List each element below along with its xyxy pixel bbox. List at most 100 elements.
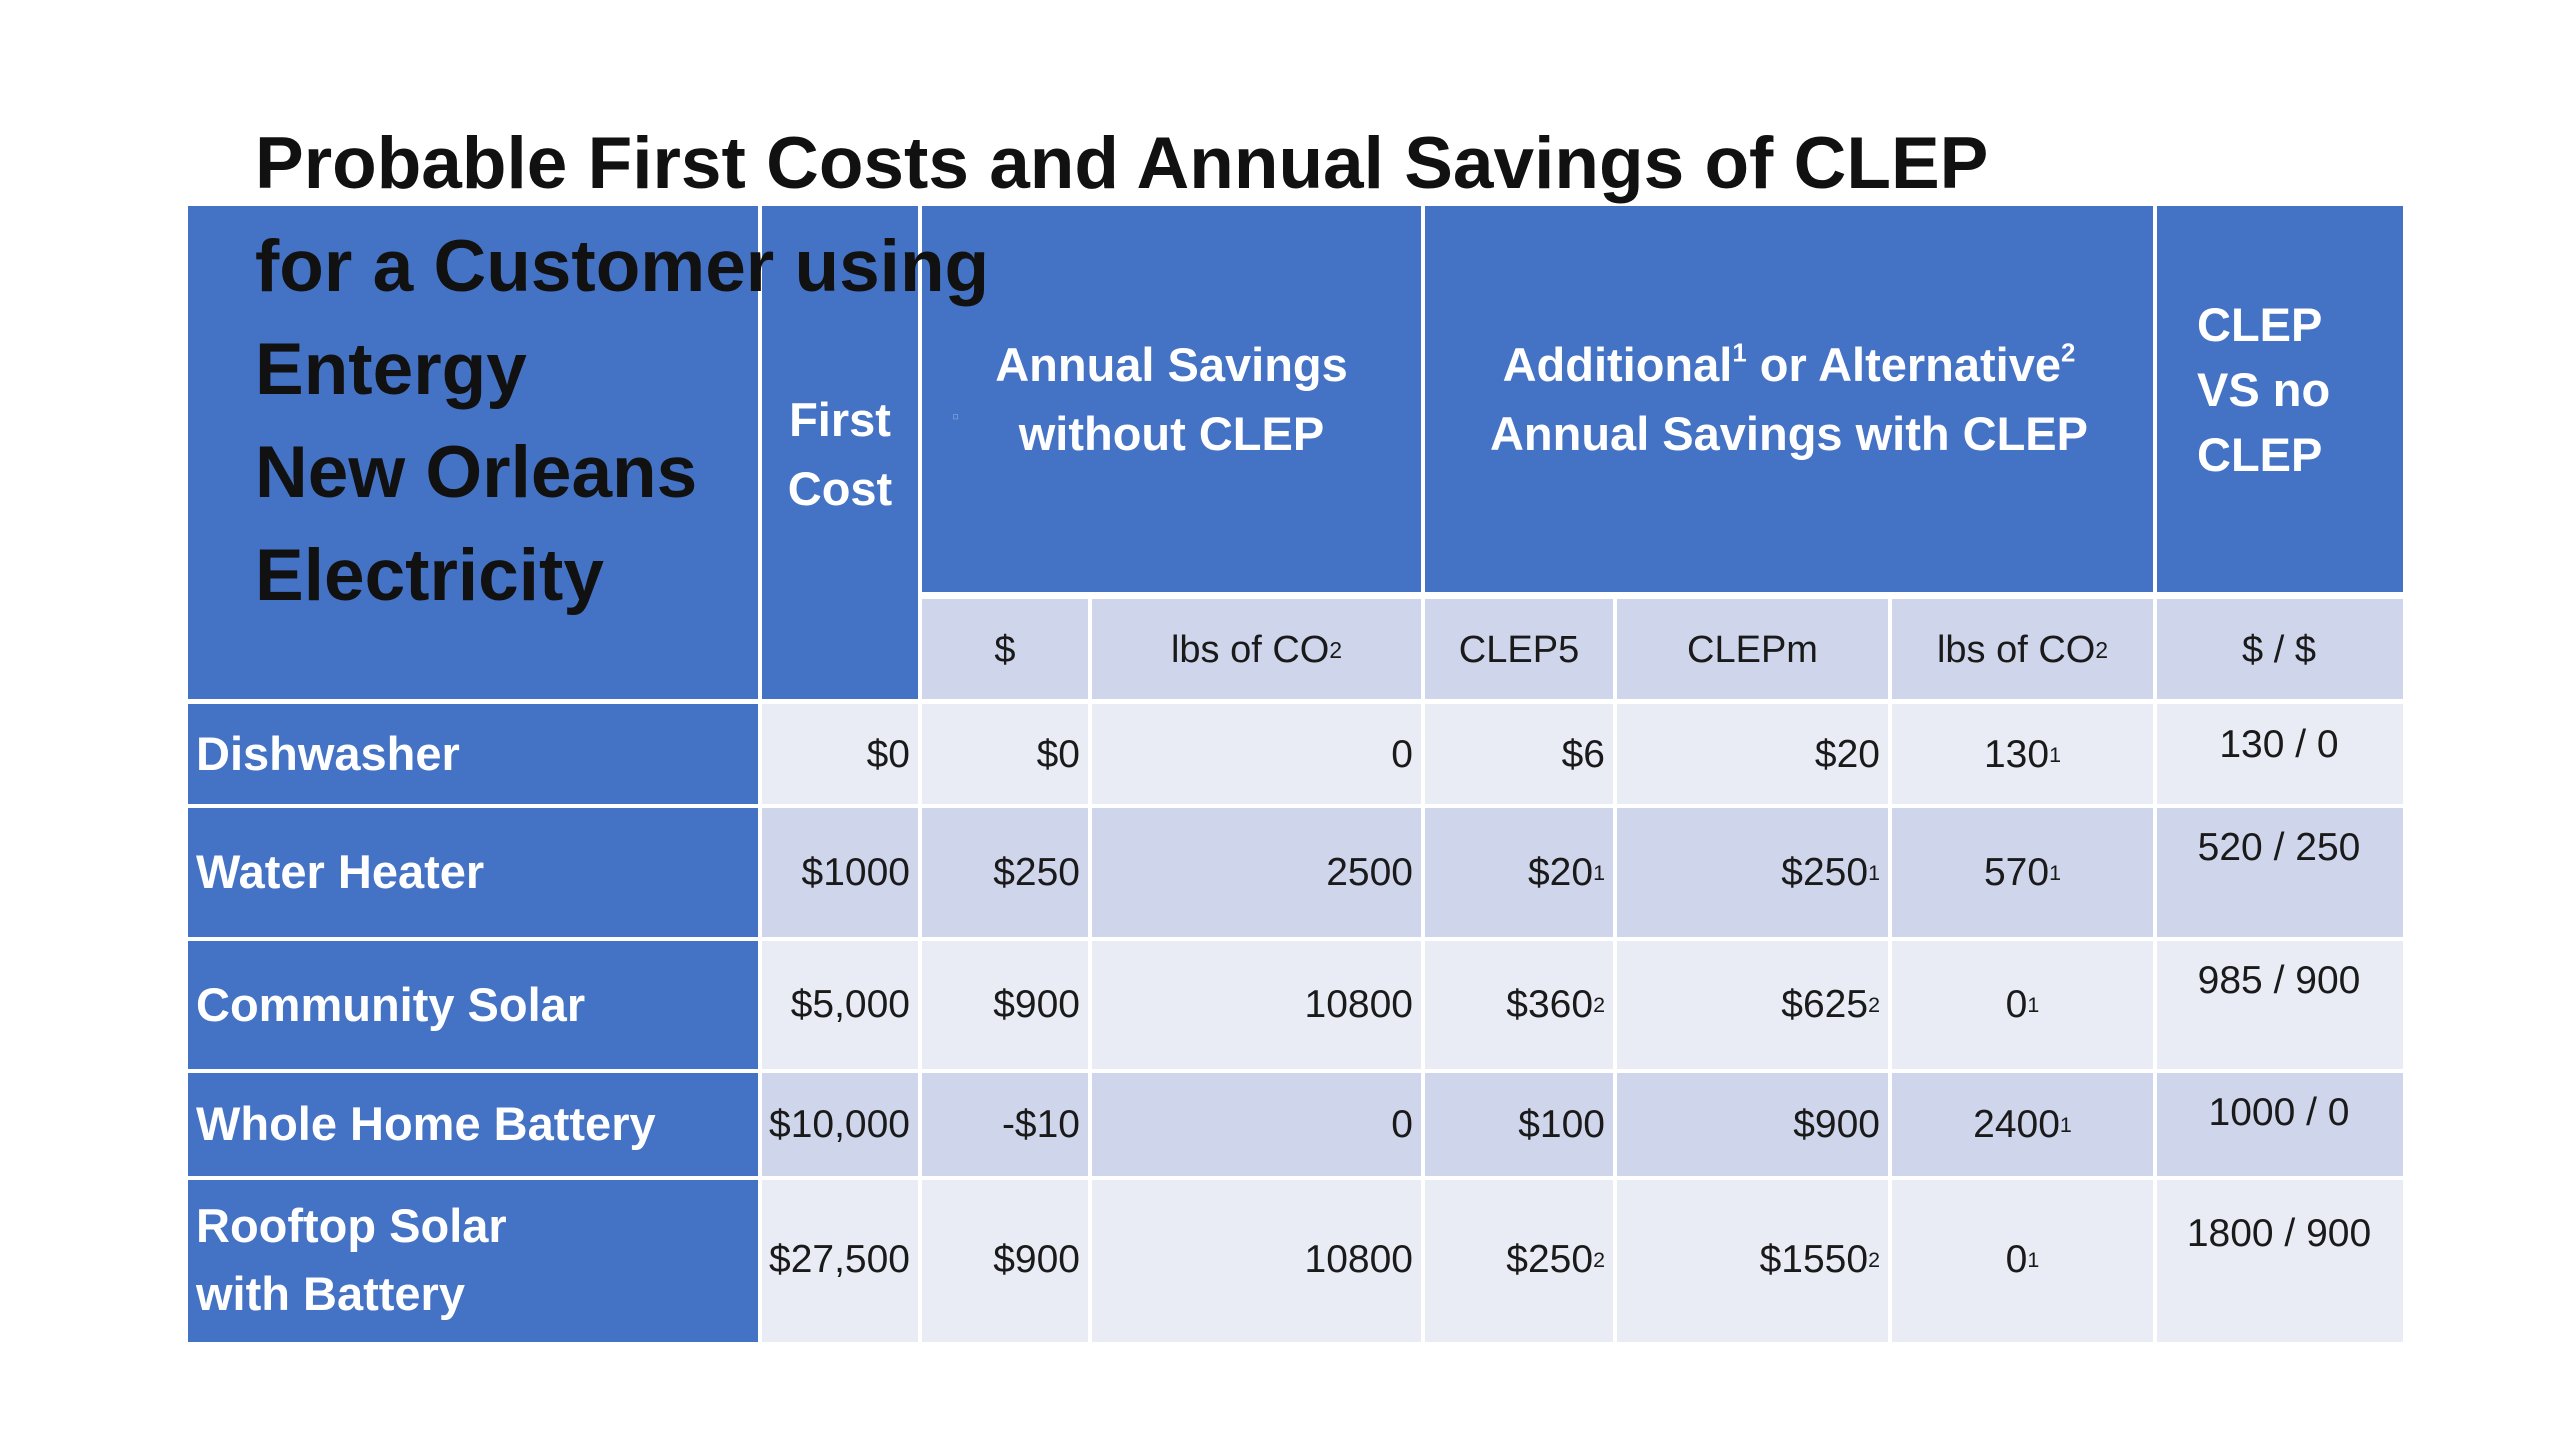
slide-title: Probable First Costs and Annual Savings … [255,112,1988,627]
cell-ratio: 985 / 900 [2155,939,2403,1071]
first-cost-header-line2: Cost [787,461,893,515]
cell-lbs-co2-value: 0 [2005,983,2028,1026]
cell-clepm-value: $250 [1781,850,1869,894]
cell-clep5: $100 [1423,1071,1615,1178]
cell-clep5-value: $360 [1506,983,1594,1026]
cell-ratio: 1800 / 900 [2155,1178,2403,1342]
cell-clepm: $900 [1615,1071,1890,1178]
cell-clepm: $1550 2 [1615,1178,1890,1342]
title-line-1: Probable First Costs and Annual Savings … [255,123,1989,204]
cell-clep5: $6 [1423,703,1615,806]
title-header-cell [188,206,760,701]
cell-lbs-co2-value: 570 [1983,850,2050,894]
footnote-2-marker: 2 [2061,339,2076,368]
grid-line [188,937,2403,941]
cell-clep5: $250 2 [1423,1178,1615,1342]
grid-line [918,206,922,1342]
grid-line [188,1176,2403,1180]
cell-save-dollar: $250 [920,806,1090,939]
cell-lbs-co2: 570 1 [1890,806,2155,939]
clep-vs-header: CLEP VS no CLEP [2155,206,2403,592]
cell-clepm: $625 2 [1615,939,1890,1071]
cell-clepm-value: $900 [1793,1102,1880,1146]
title-line-3: Entergy [255,329,527,410]
grid-line [188,699,2403,704]
cell-ratio: 520 / 250 [2155,806,2403,939]
cell-save-dollar: $900 [920,939,1090,1071]
title-line-5: Electricity [255,535,604,616]
savings-with-clep-line1: Additional1 or Alternative2 [1490,330,2088,399]
cell-first-cost: $5,000 [760,939,920,1071]
cell-clep5-value: $6 [1561,732,1605,776]
cell-clepm-value: $20 [1814,732,1880,776]
cell-lbs-co2-value: 2400 [1973,1102,2060,1146]
clep-vs-line2: VS no [2197,362,2331,416]
grid-line [1888,599,1892,1342]
subheader-lbs-co2: lbs of CO 2 [1090,599,1423,701]
title-line-4: New Orleans [255,432,698,513]
title-line-2: for a Customer using [255,226,990,307]
grid-line [758,206,762,1342]
row-label-dishwasher: Dishwasher [188,703,760,806]
subheader-lbs-co2-text: lbs of CO [1170,628,1330,671]
cell-lbs-co2-value: 130 [1983,732,2050,776]
cell-first-cost: $1000 [760,806,920,939]
subheader-clep5: CLEP5 [1423,599,1615,701]
row-label-rooftop-solar-battery: Rooftop Solar with Battery [188,1178,760,1342]
cell-clepm: $20 [1615,703,1890,806]
subheader-clepm: CLEPm [1615,599,1890,701]
cell-ratio: 130 / 0 [2155,703,2403,806]
row-label-water-heater: Water Heater [188,806,760,939]
cell-save-lbs: 0 [1090,1071,1423,1178]
cell-save-lbs: 10800 [1090,1178,1423,1342]
grid-line [1613,599,1617,1342]
cell-clepm-value: $1550 [1759,1238,1869,1281]
cell-first-cost: $10,000 [760,1071,920,1178]
cell-clep5: $360 2 [1423,939,1615,1071]
annual-savings-without-header: ▫ Annual Savings without CLEP [920,206,1423,592]
subheader-lbs-co2-clep: lbs of CO 2 [1890,599,2155,701]
alternative-word: or Alternative [1746,338,2062,391]
row-label-whole-home-battery: Whole Home Battery [188,1071,760,1178]
grid-line [188,804,2403,808]
additional-word: Additional [1502,338,1733,391]
cell-save-lbs: 0 [1090,703,1423,806]
subheader-lbs-co2-clep-text: lbs of CO [1936,628,2096,671]
header-marker: ▫ [952,406,960,428]
cell-lbs-co2: 130 1 [1890,703,2155,806]
cell-save-lbs: 10800 [1090,939,1423,1071]
cell-save-dollar: -$10 [920,1071,1090,1178]
grid-line [188,1069,2403,1073]
annual-savings-without-line1: Annual Savings [995,338,1348,391]
cell-save-dollar: $0 [920,703,1090,806]
cell-clepm: $250 1 [1615,806,1890,939]
grid-line [918,592,2403,599]
clep-vs-line3: CLEP [2197,427,2323,481]
savings-with-clep-header: Additional1 or Alternative2 Annual Savin… [1423,206,2155,592]
annual-savings-without-line2: without CLEP [1018,407,1325,460]
cell-first-cost: $0 [760,703,920,806]
cell-clep5-value: $100 [1518,1102,1605,1146]
clep-vs-line1: CLEP [2197,297,2323,351]
cell-clepm-value: $625 [1781,983,1869,1026]
first-cost-header-line1: First [789,392,891,446]
row-label-community-solar: Community Solar [188,939,760,1071]
cell-save-lbs: 2500 [1090,806,1423,939]
grid-line [1088,599,1092,1342]
savings-with-clep-line2: Annual Savings with CLEP [1489,407,2088,460]
cell-lbs-co2-value: 0 [2005,1238,2028,1281]
cell-clep5-value: $250 [1506,1238,1594,1281]
subheader-ratio: $ / $ [2155,599,2403,701]
cell-clep5-value: $20 [1527,850,1594,894]
cell-lbs-co2: 2400 1 [1890,1071,2155,1178]
cell-ratio: 1000 / 0 [2155,1071,2403,1178]
subheader-dollar: $ [920,599,1090,701]
cell-first-cost: $27,500 [760,1178,920,1342]
footnote-1-marker: 1 [1732,339,1747,368]
cell-save-dollar: $900 [920,1178,1090,1342]
grid-line [2153,206,2157,1342]
cell-clep5: $20 1 [1423,806,1615,939]
